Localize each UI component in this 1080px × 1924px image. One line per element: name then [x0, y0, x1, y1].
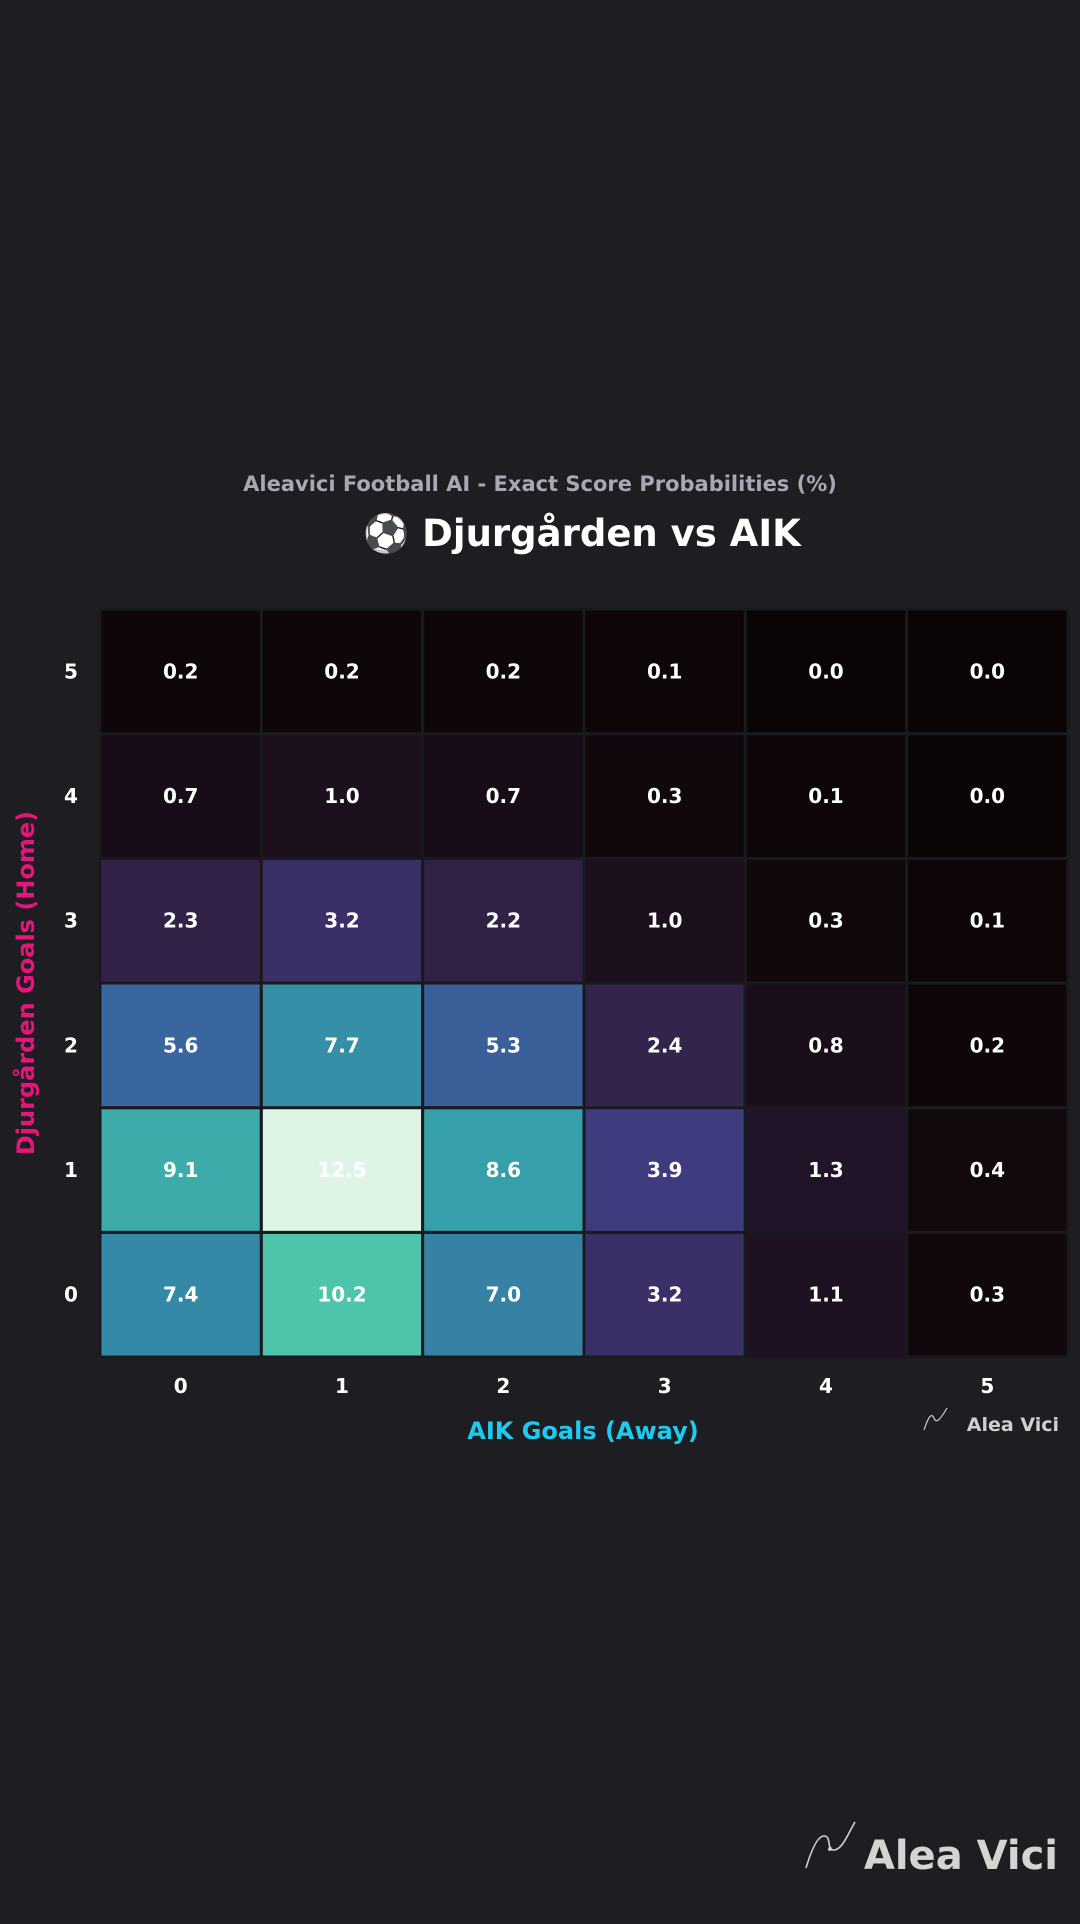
heatmap-cell-value: 2.4: [647, 1033, 682, 1057]
heatmap-cell-value: 8.6: [486, 1158, 521, 1182]
heatmap-cell-value: 0.3: [808, 909, 843, 933]
heatmap-cell-home3-away1: [259, 856, 425, 985]
heatmap-cell-home4-away3: [582, 732, 747, 860]
large-watermark: Alea Vici: [805, 1821, 1058, 1879]
heatmap-cell-value: 0.2: [486, 659, 521, 683]
heatmap-cell-value: 0.3: [647, 784, 682, 808]
heatmap-cell-value: 0.0: [808, 659, 843, 683]
x-tick-label: 4: [819, 1374, 833, 1398]
heatmap-cell-value: 1.0: [647, 909, 682, 933]
heatmap-cell-value: 3.2: [324, 909, 359, 933]
signature-logo-icon: [923, 1407, 948, 1431]
chart-title: ⚽ Djurgården vs AIK: [361, 512, 802, 555]
heatmap-cell-home4-away4: [743, 732, 909, 860]
heatmap-cell-home3-away0: [98, 856, 263, 985]
heatmap-cell-value: 0.2: [970, 1033, 1005, 1057]
y-axis-label: Djurgården Goals (Home): [11, 811, 40, 1155]
heatmap-cell-value: 7.0: [486, 1283, 521, 1307]
heatmap-cell-value: 0.7: [163, 784, 198, 808]
heatmap-cell-home2-away4: [743, 981, 909, 1110]
x-tick-label: 5: [980, 1374, 994, 1398]
heatmap-cell-home0-away4: [743, 1230, 909, 1359]
y-tick-label: 2: [64, 1033, 78, 1057]
heatmap-cell-value: 0.3: [970, 1283, 1005, 1307]
heatmap-cell-value: 7.7: [324, 1033, 359, 1057]
heatmap-cell-value: 2.3: [163, 909, 198, 933]
heatmap-cell-value: 7.4: [163, 1283, 198, 1307]
heatmap-cell-value: 0.1: [647, 659, 682, 683]
heatmap-cell-value: 0.2: [163, 659, 198, 683]
heatmap-cell-home4-away0: [98, 732, 263, 860]
heatmap-cell-home5-away4: [743, 607, 909, 736]
x-axis-label: AIK Goals (Away): [467, 1417, 699, 1445]
heatmap-cell-home0-away1: [259, 1230, 425, 1359]
heatmap-cell-value: 0.1: [808, 784, 843, 808]
heatmap-cell-value: 10.2: [317, 1283, 366, 1307]
x-tick-label: 1: [335, 1374, 349, 1398]
y-tick-label: 0: [64, 1283, 78, 1307]
x-tick-label: 2: [496, 1374, 510, 1398]
heatmap-cell-value: 9.1: [163, 1158, 198, 1182]
heatmap-cell-home3-away4: [743, 856, 909, 985]
heatmap-cell-home1-away0: [98, 1106, 263, 1234]
heatmap-cell-home0-away5: [905, 1230, 1070, 1359]
heatmap-cell-value: 3.9: [647, 1158, 682, 1182]
heatmap-cell-home5-away5: [905, 607, 1070, 736]
heatmap-cell-home4-away2: [421, 732, 586, 860]
heatmap-cell-home5-away0: [98, 607, 263, 736]
heatmap-cell-home2-away3: [582, 981, 747, 1110]
heatmap-cell-value: 0.7: [486, 784, 521, 808]
heatmap-cells: 7.4 10.2 7.0 3.2 1.1 0.3 9.1 12.5 8.6 3.9 1.3 0.4 5.…: [98, 607, 1070, 1359]
heatmap-cell-home0-away0: [98, 1230, 263, 1359]
heatmap-cell-home1-away1: [259, 1106, 425, 1234]
heatmap-cell-home2-away0: [98, 981, 263, 1110]
signature-dot-icon: [828, 1847, 832, 1851]
heatmap-cell-home3-away5: [905, 856, 1070, 985]
heatmap-cell-value: 5.3: [486, 1033, 521, 1057]
chart-subtitle: Aleavici Football AI - Exact Score Proba…: [243, 472, 837, 496]
heatmap-cell-value: 0.0: [970, 659, 1005, 683]
heatmap-cell-home5-away3: [582, 607, 747, 736]
x-axis-ticks: 0 1 2 3 4 5: [174, 1374, 995, 1398]
heatmap-cell-home1-away2: [421, 1106, 586, 1234]
heatmap-cell-value: 2.2: [486, 909, 521, 933]
heatmap-cell-value: 1.3: [808, 1158, 843, 1182]
heatmap-cell-value: 1.0: [324, 784, 359, 808]
heatmap-cell-value: 0.0: [970, 784, 1005, 808]
y-tick-label: 5: [64, 659, 78, 683]
heatmap-cell-value: 12.5: [317, 1158, 366, 1182]
small-watermark-text: Alea Vici: [967, 1414, 1059, 1436]
y-tick-label: 1: [64, 1158, 78, 1182]
y-tick-label: 3: [64, 909, 78, 933]
heatmap-cell-value: 3.2: [647, 1283, 682, 1307]
signature-logo-large-icon: [805, 1821, 856, 1869]
heatmap-cell-home3-away2: [421, 856, 586, 985]
y-tick-label: 4: [64, 784, 78, 808]
heatmap-cell-home1-away3: [582, 1106, 747, 1234]
small-watermark: Alea Vici: [923, 1407, 1059, 1436]
heatmap-cell-value: 0.8: [808, 1033, 843, 1057]
heatmap-cell-home2-away5: [905, 981, 1070, 1110]
x-tick-label: 3: [658, 1374, 672, 1398]
heatmap-cell-value: 0.1: [970, 909, 1005, 933]
x-tick-label: 0: [174, 1374, 188, 1398]
large-watermark-text: Alea Vici: [864, 1833, 1058, 1879]
heatmap-cell-value: 5.6: [163, 1033, 198, 1057]
heatmap-cell-value: 0.2: [324, 659, 359, 683]
y-axis-ticks: 0 1 2 3 4 5: [64, 659, 78, 1306]
heatmap-cell-home1-away5: [905, 1106, 1070, 1234]
heatmap-cell-value: 0.4: [970, 1158, 1005, 1182]
heatmap-cell-value: 1.1: [808, 1283, 843, 1307]
heatmap-cell-home4-away5: [905, 732, 1070, 860]
